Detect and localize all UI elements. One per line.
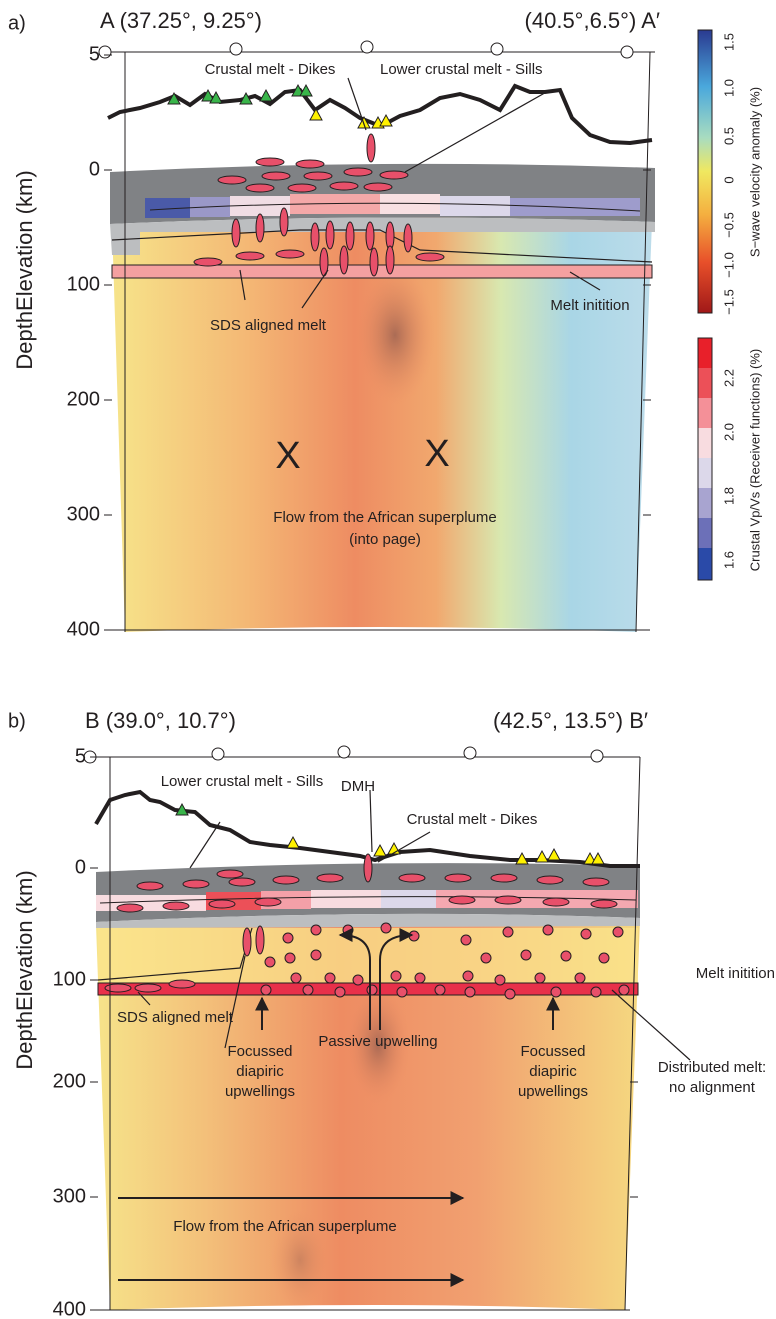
point-label: A (37.25°, 9.25°) (100, 8, 262, 33)
y-tick: 0 (75, 856, 86, 878)
annotation: SDS aligned melt (117, 1009, 234, 1026)
point-label: (42.5°, 13.5°) B′ (493, 708, 648, 733)
sills (104, 869, 618, 993)
annotation: Flow from the African superplume (273, 509, 496, 526)
annotation: Focussed (520, 1043, 585, 1060)
cb-title: Crustal Vp/Vs (Receiver functions) (%) (747, 349, 762, 572)
volcanoes (167, 83, 313, 105)
lower-crust (96, 913, 640, 928)
point-label: (40.5°,6.5°) A′ (525, 8, 660, 33)
cb-tick: 0 (721, 176, 736, 183)
cb-tick: 2.0 (721, 423, 736, 441)
leaders (137, 789, 691, 1061)
cb-tick: −1.0 (721, 252, 736, 278)
y-tick: 300 (67, 503, 100, 525)
y-tick: 300 (53, 1185, 86, 1207)
melt-dots (260, 922, 630, 1000)
annotation: no alignment (669, 1079, 756, 1096)
volcanoes (175, 802, 189, 816)
y-axis-title: DepthElevation (km) (12, 870, 37, 1069)
ticks (90, 756, 638, 1311)
melt-layer (111, 264, 653, 279)
cb-tick: −0.5 (721, 212, 736, 238)
y-tick: 400 (67, 618, 100, 640)
markers (98, 40, 634, 59)
annotation: (into page) (349, 531, 421, 548)
y-tick: 0 (89, 158, 100, 180)
y-tick: 200 (53, 1070, 86, 1092)
annotation: upwellings (518, 1083, 588, 1100)
cb-tick: 1.8 (721, 487, 736, 505)
annotation: diapiric (529, 1063, 577, 1080)
y-tick: 100 (67, 273, 100, 295)
annotation: Lower crustal melt - Sills (380, 61, 543, 78)
cb-title: S−wave velocity anomaly (%) (747, 87, 762, 257)
annotation: Distributed melt: (658, 1059, 766, 1076)
flow-arrows (118, 928, 560, 1287)
cb-tick: −1.5 (721, 289, 736, 315)
vpvs-strip (145, 194, 641, 218)
lower-crust (110, 217, 655, 255)
colorbar-vpvs: 2.2 2.0 1.8 1.6 Crustal Vp/Vs (Receiver … (697, 337, 762, 581)
dikes (242, 853, 373, 957)
slow-anomaly (355, 265, 435, 405)
sills (193, 157, 445, 267)
y-tick: 5 (75, 745, 86, 767)
annotation: SDS aligned melt (210, 317, 327, 334)
cb-tick: 2.2 (721, 369, 736, 387)
y-tick: 200 (67, 388, 100, 410)
annotation: Focussed (227, 1043, 292, 1060)
annotation: Melt initition (696, 965, 775, 982)
velocity-field (112, 217, 652, 633)
annotation: Crustal melt - Dikes (205, 61, 336, 78)
annotation: diapiric (236, 1063, 284, 1080)
annotation: X (424, 433, 449, 475)
cb-tick: 0.5 (721, 127, 736, 145)
cb-tick: 1.0 (721, 79, 736, 97)
panel-a: a) A (37.25°, 9.25°) (40.5°,6.5°) A′ 5 0… (8, 8, 660, 640)
volcanoes-young (309, 107, 393, 129)
melt-zone (98, 928, 638, 990)
topography (107, 83, 653, 146)
frame (90, 756, 641, 1311)
ticks (104, 54, 651, 631)
slow-anomaly (270, 1210, 330, 1310)
annotation: Crustal melt - Dikes (407, 811, 538, 828)
y-tick: 100 (53, 968, 86, 990)
markers (83, 745, 604, 764)
leaders (239, 77, 601, 309)
y-tick: 5 (89, 43, 100, 65)
point-label: B (39.0°, 10.7°) (85, 708, 236, 733)
panel-label: b) (8, 710, 26, 732)
panel-label: a) (8, 12, 26, 34)
annotation: Melt initition (550, 297, 629, 314)
volcanoes-young (286, 835, 605, 865)
panel-b: b) B (39.0°, 10.7°) (42.5°, 13.5°) B′ 5 … (8, 708, 775, 1319)
annotation: upwellings (225, 1083, 295, 1100)
topography (94, 789, 640, 868)
annotation: Lower crustal melt - Sills (161, 773, 324, 790)
cb-tick: 1.5 (721, 33, 736, 51)
dikes (231, 133, 413, 277)
colorbar-velocity: 1.5 1.0 0.5 0 −0.5 −1.0 −1.5 S−wave velo… (697, 29, 762, 315)
cb-tick: 1.6 (721, 551, 736, 569)
annotation: Flow from the African superplume (173, 1218, 396, 1235)
y-axis-title: DepthElevation (km) (12, 170, 37, 369)
annotation: X (275, 435, 300, 477)
y-tick: 400 (53, 1298, 86, 1319)
frame (110, 51, 655, 633)
slow-anomaly (346, 985, 410, 1105)
annotation: DMH (341, 778, 375, 795)
annotation: Passive upwelling (318, 1033, 437, 1050)
